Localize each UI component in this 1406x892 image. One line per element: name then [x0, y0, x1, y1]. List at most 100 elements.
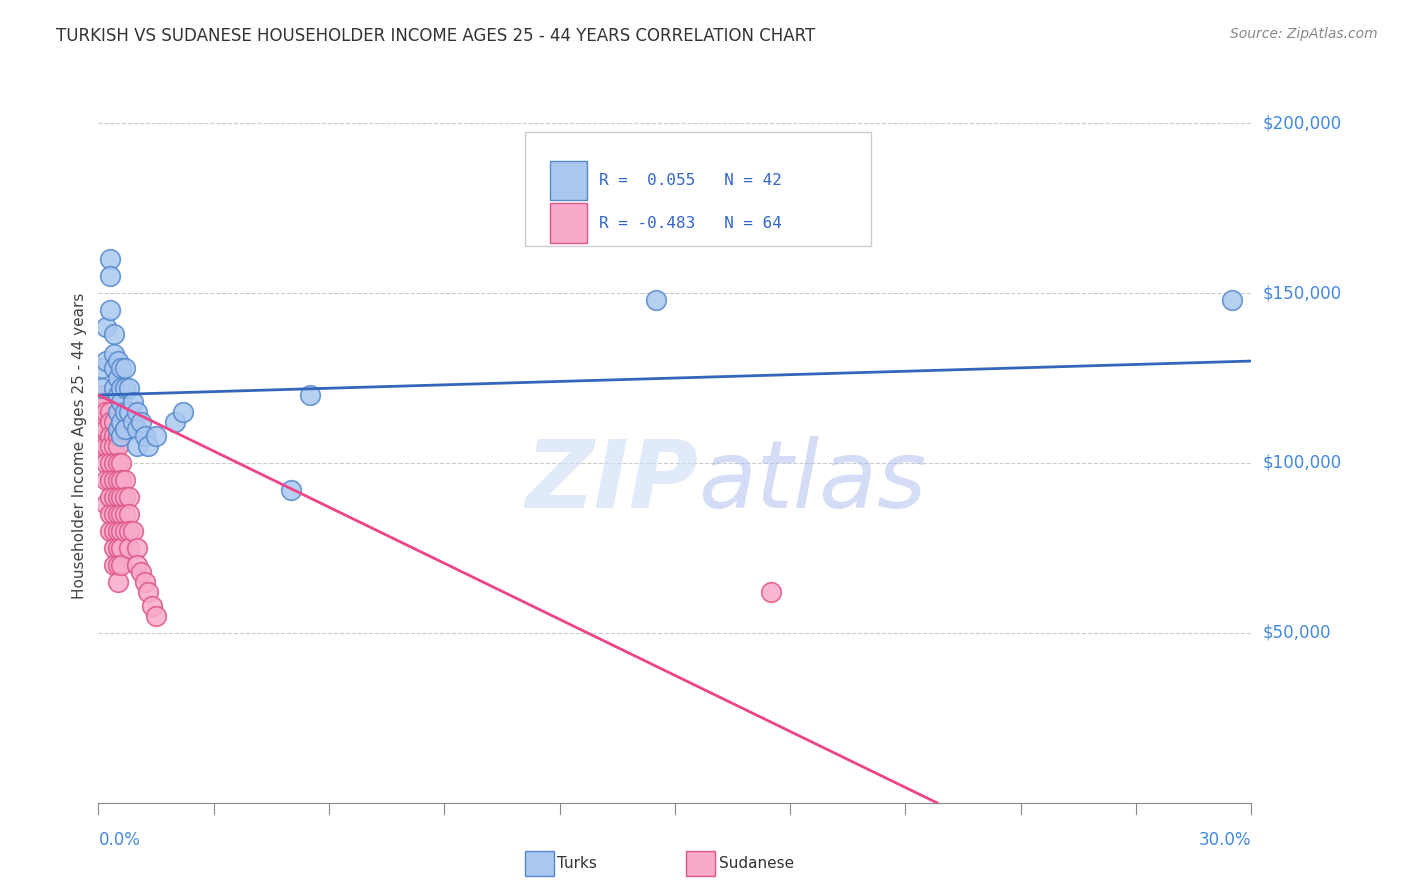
Text: $50,000: $50,000: [1263, 624, 1331, 642]
Text: $150,000: $150,000: [1263, 284, 1341, 302]
Point: [138, 585, 160, 599]
Point: [103, 381, 125, 395]
Point: [98, 473, 121, 487]
Point: [103, 524, 125, 538]
Point: [114, 473, 136, 487]
Point: [103, 360, 125, 375]
Point: [107, 405, 129, 419]
Point: [103, 347, 125, 361]
Point: [107, 574, 129, 589]
FancyBboxPatch shape: [550, 203, 588, 243]
Point: [172, 405, 194, 419]
Point: [114, 524, 136, 538]
Point: [644, 293, 666, 307]
Text: ZIP: ZIP: [524, 435, 697, 528]
Point: [107, 354, 129, 368]
Point: [107, 541, 129, 555]
Point: [91, 415, 114, 429]
Point: [98, 507, 121, 521]
Point: [103, 473, 125, 487]
Point: [110, 429, 132, 443]
Text: R =  0.055   N = 42: R = 0.055 N = 42: [599, 173, 782, 187]
Point: [129, 565, 152, 579]
Point: [118, 541, 141, 555]
Point: [94, 439, 117, 453]
Text: TURKISH VS SUDANESE HOUSEHOLDER INCOME AGES 25 - 44 YEARS CORRELATION CHART: TURKISH VS SUDANESE HOUSEHOLDER INCOME A…: [56, 27, 815, 45]
Point: [107, 507, 129, 521]
Point: [114, 507, 136, 521]
Point: [103, 507, 125, 521]
Point: [129, 415, 152, 429]
Point: [103, 429, 125, 443]
Point: [98, 415, 121, 429]
Point: [125, 439, 148, 453]
Point: [94, 422, 117, 436]
FancyBboxPatch shape: [524, 132, 870, 246]
Point: [107, 422, 129, 436]
Point: [110, 360, 132, 375]
Point: [118, 490, 141, 504]
FancyBboxPatch shape: [524, 851, 554, 876]
Point: [94, 320, 117, 334]
Point: [280, 483, 302, 498]
Point: [114, 405, 136, 419]
Point: [107, 429, 129, 443]
Point: [114, 360, 136, 375]
Point: [141, 599, 163, 613]
Point: [110, 507, 132, 521]
Text: $100,000: $100,000: [1263, 454, 1341, 472]
Point: [98, 524, 121, 538]
Point: [118, 507, 141, 521]
Point: [110, 490, 132, 504]
Point: [110, 415, 132, 429]
Point: [145, 608, 167, 623]
Point: [114, 422, 136, 436]
Point: [118, 381, 141, 395]
Point: [145, 429, 167, 443]
Point: [94, 405, 117, 419]
Point: [110, 473, 132, 487]
Text: 0.0%: 0.0%: [98, 831, 141, 849]
Point: [103, 558, 125, 572]
Point: [103, 490, 125, 504]
Point: [134, 574, 156, 589]
Point: [122, 415, 145, 429]
Point: [165, 415, 187, 429]
Point: [114, 490, 136, 504]
Point: [107, 456, 129, 470]
Point: [98, 269, 121, 284]
Point: [103, 541, 125, 555]
Point: [110, 558, 132, 572]
Y-axis label: Householder Income Ages 25 - 44 years: Householder Income Ages 25 - 44 years: [72, 293, 87, 599]
Text: R = -0.483   N = 64: R = -0.483 N = 64: [599, 216, 782, 230]
Point: [107, 473, 129, 487]
Point: [114, 381, 136, 395]
Point: [107, 558, 129, 572]
Point: [134, 429, 156, 443]
Point: [110, 541, 132, 555]
Text: Source: ZipAtlas.com: Source: ZipAtlas.com: [1230, 27, 1378, 41]
Point: [91, 388, 114, 402]
Point: [91, 360, 114, 375]
Point: [107, 439, 129, 453]
Point: [122, 394, 145, 409]
FancyBboxPatch shape: [686, 851, 716, 876]
Point: [110, 456, 132, 470]
Text: $200,000: $200,000: [1263, 114, 1341, 132]
Point: [98, 429, 121, 443]
Point: [122, 524, 145, 538]
Point: [118, 524, 141, 538]
Point: [138, 439, 160, 453]
Point: [94, 473, 117, 487]
Point: [125, 558, 148, 572]
Point: [91, 381, 114, 395]
FancyBboxPatch shape: [550, 161, 588, 200]
Point: [125, 541, 148, 555]
Point: [107, 524, 129, 538]
Point: [107, 371, 129, 385]
Point: [98, 439, 121, 453]
Point: [98, 405, 121, 419]
Point: [91, 439, 114, 453]
Point: [98, 303, 121, 318]
Point: [98, 252, 121, 266]
